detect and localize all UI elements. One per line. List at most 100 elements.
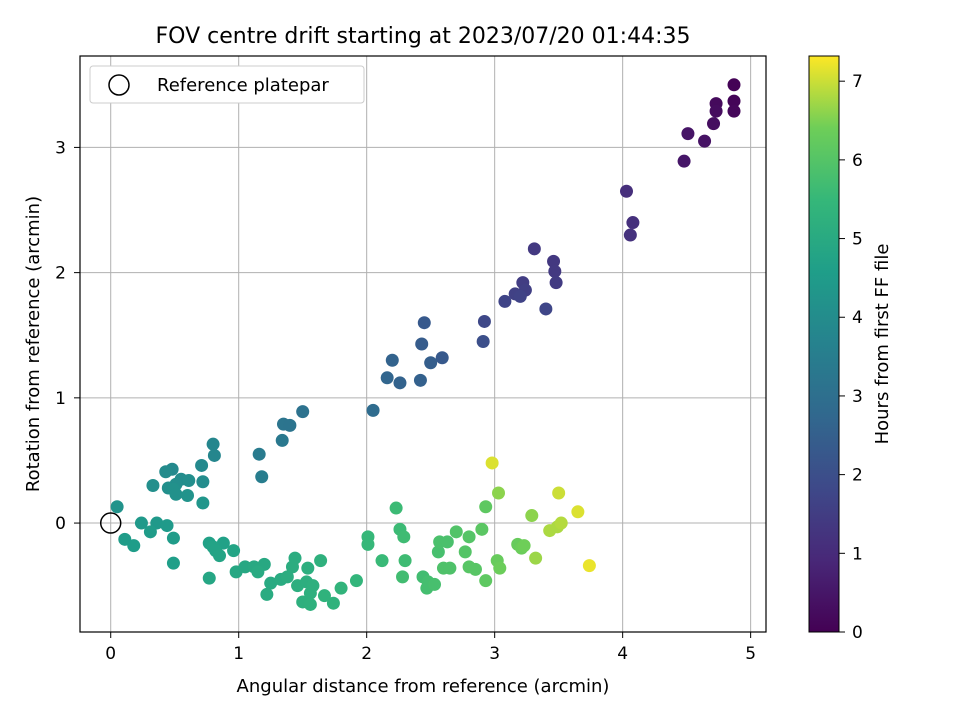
data-point (547, 254, 561, 268)
data-point (527, 242, 541, 256)
data-point (238, 560, 252, 574)
y-axis-label: Rotation from reference (arcmin) (23, 196, 44, 492)
data-point (349, 574, 363, 588)
data-point (303, 586, 317, 600)
data-point (398, 554, 412, 568)
data-point (255, 470, 269, 484)
y-axis-ticks: 0 1 2 3 (55, 138, 80, 534)
colorbar-gradient (808, 55, 840, 633)
data-point (380, 371, 394, 385)
data-point (539, 302, 553, 316)
data-point (493, 561, 507, 575)
data-point (431, 545, 445, 559)
data-point (251, 565, 265, 579)
data-point (443, 561, 457, 575)
data-point (623, 228, 637, 242)
data-point (517, 539, 531, 553)
data-point (681, 127, 695, 141)
data-point (529, 551, 543, 565)
data-point (413, 373, 427, 387)
data-point (301, 561, 315, 575)
legend-entry: Reference platepar (157, 75, 329, 96)
data-point (440, 535, 454, 549)
x-axis-ticks: 0 1 2 3 4 5 (105, 632, 756, 664)
data-point (207, 448, 221, 462)
data-point (475, 522, 489, 536)
data-point (375, 554, 389, 568)
data-point (160, 519, 174, 533)
data-point (415, 337, 429, 351)
data-point (334, 581, 348, 595)
data-point (196, 475, 210, 489)
data-point (206, 437, 220, 451)
data-point (389, 501, 403, 515)
data-point (477, 314, 491, 328)
colorbar: 0 1 2 3 4 5 6 7 Hours from first FF file (808, 55, 893, 643)
data-point (476, 334, 490, 348)
legend-box (89, 65, 365, 104)
data-point (159, 465, 173, 479)
data-point (146, 478, 160, 492)
y-tick-label: 2 (55, 264, 66, 284)
x-tick-label: 3 (489, 644, 500, 664)
data-point (275, 433, 289, 447)
data-point (468, 562, 482, 576)
data-point (571, 505, 585, 519)
data-point (417, 316, 431, 330)
data-point (709, 104, 723, 118)
data-point (479, 500, 493, 514)
data-point (181, 489, 195, 503)
colorbar-tick-label: 6 (852, 151, 863, 171)
y-tick-label: 0 (55, 514, 66, 534)
data-point (698, 134, 712, 148)
data-point (548, 264, 562, 278)
data-point (283, 418, 297, 432)
data-point (260, 587, 274, 601)
data-point (252, 447, 266, 461)
data-point (492, 486, 506, 500)
data-point (182, 473, 196, 487)
data-point (393, 376, 407, 390)
data-point (396, 570, 410, 584)
colorbar-label: Hours from first FF file (872, 244, 893, 445)
colorbar-tick-label: 1 (852, 544, 863, 564)
data-point (280, 570, 294, 584)
data-point (479, 574, 493, 588)
legend: Reference platepar (89, 65, 365, 104)
data-point (525, 509, 539, 523)
data-point (428, 577, 442, 591)
x-tick-label: 2 (361, 644, 372, 664)
colorbar-tick-label: 2 (852, 466, 863, 486)
data-point (296, 405, 310, 419)
data-point (449, 525, 463, 539)
data-point (677, 154, 691, 168)
data-point (397, 530, 411, 544)
x-tick-label: 5 (745, 644, 756, 664)
y-tick-label: 1 (55, 389, 66, 409)
y-tick-label: 3 (55, 138, 66, 158)
data-point (513, 289, 527, 303)
data-point (227, 544, 241, 558)
data-point (498, 294, 512, 308)
data-point (727, 78, 741, 92)
colorbar-tick-label: 7 (852, 72, 863, 92)
colorbar-tick-label: 4 (852, 308, 863, 328)
data-point (134, 516, 148, 530)
data-point (366, 403, 380, 417)
plot-frame (79, 55, 767, 633)
data-point (166, 531, 180, 545)
colorbar-tick-label: 0 (852, 623, 863, 643)
data-point (554, 516, 568, 530)
data-point (169, 487, 183, 501)
data-point (285, 560, 299, 574)
colorbar-tick-label: 5 (852, 230, 863, 250)
legend-marker (108, 74, 130, 96)
data-point (202, 571, 216, 585)
data-point (326, 596, 340, 610)
data-point (462, 530, 476, 544)
x-tick-label: 4 (617, 644, 628, 664)
data-point (485, 456, 499, 470)
colorbar-ticks: 0 1 2 3 4 5 6 7 (839, 72, 863, 643)
data-point (196, 496, 210, 510)
data-point (707, 117, 721, 131)
